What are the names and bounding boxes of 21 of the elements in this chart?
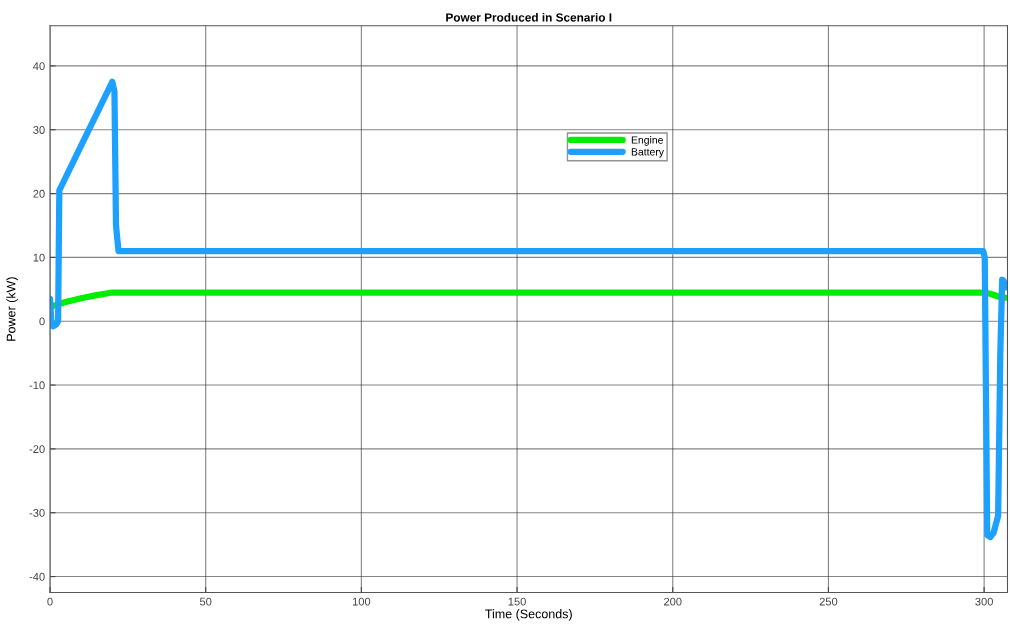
legend-label: Battery: [631, 148, 664, 158]
x-tick-label: 50: [199, 597, 212, 606]
x-tick-label: 300: [975, 597, 993, 606]
x-tick-label: 100: [352, 597, 371, 606]
legend-label: Engine: [631, 136, 663, 146]
x-tick-label: 250: [819, 597, 838, 606]
x-tick-label: 150: [508, 597, 526, 606]
y-tick-label: 10: [33, 253, 45, 262]
chart-title: Power Produced in Scenario I: [446, 12, 612, 22]
y-tick-label: -20: [29, 445, 45, 454]
y-tick-label: 30: [33, 126, 45, 134]
y-tick-label: -30: [29, 509, 45, 517]
y-tick-label: 20: [33, 189, 45, 198]
x-tick-label: 200: [664, 597, 682, 606]
x-tick-label: 0: [47, 597, 53, 606]
y-tick-label: -10: [29, 381, 45, 390]
y-tick-label: 0: [39, 317, 45, 326]
y-axis-title: Power (kW): [6, 277, 18, 341]
x-axis-title: Time (Seconds): [485, 609, 572, 621]
y-tick-label: 40: [33, 62, 45, 71]
y-tick-label: -40: [29, 572, 45, 581]
